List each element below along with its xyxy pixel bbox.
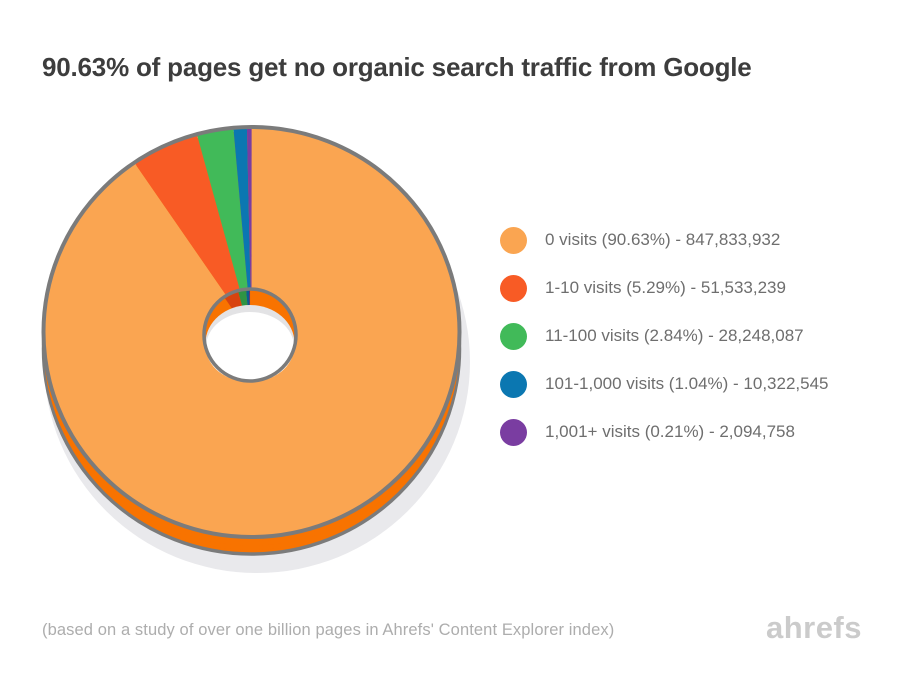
legend: 0 visits (90.63%) - 847,833,932 1-10 visi…	[500, 216, 829, 456]
legend-item: 1-10 visits (5.29%) - 51,533,239	[500, 264, 829, 312]
legend-item: 0 visits (90.63%) - 847,833,932	[500, 216, 829, 264]
legend-label: 0 visits (90.63%) - 847,833,932	[545, 230, 781, 249]
source-note: (based on a study of over one billion pa…	[42, 621, 615, 639]
legend-label: 1-10 visits (5.29%) - 51,533,239	[545, 278, 786, 297]
legend-swatch-icon	[500, 226, 527, 254]
legend-label: 101-1,000 visits (1.04%) - 10,322,545	[545, 374, 829, 393]
pie-outline	[41, 125, 462, 539]
ahrefs-logo: ahrefs	[765, 610, 862, 645]
legend-label: 11-100 visits (2.84%) - 28,248,087	[545, 326, 804, 345]
pie-slice-3	[233, 127, 252, 332]
legend-item: 1,001+ visits (0.21%) - 2,094,758	[500, 408, 829, 456]
hole-floor	[206, 312, 294, 382]
pie-slice-2	[196, 127, 252, 332]
pie-slice-4	[246, 127, 252, 332]
legend-swatch-icon	[500, 274, 527, 302]
legend-swatch-icon	[500, 370, 527, 398]
legend-item: 11-100 visits (2.84%) - 28,248,087	[500, 312, 829, 360]
legend-item: 101-1,000 visits (1.04%) - 10,322,545	[500, 360, 829, 408]
chart-title: 90.63% of pages get no organic search tr…	[42, 52, 752, 82]
legend-swatch-icon	[500, 418, 527, 446]
legend-label: 1,001+ visits (0.21%) - 2,094,758	[545, 422, 795, 441]
pie-slice-1	[134, 134, 252, 332]
hole-outline	[202, 287, 298, 383]
legend-swatch-icon	[500, 322, 527, 350]
